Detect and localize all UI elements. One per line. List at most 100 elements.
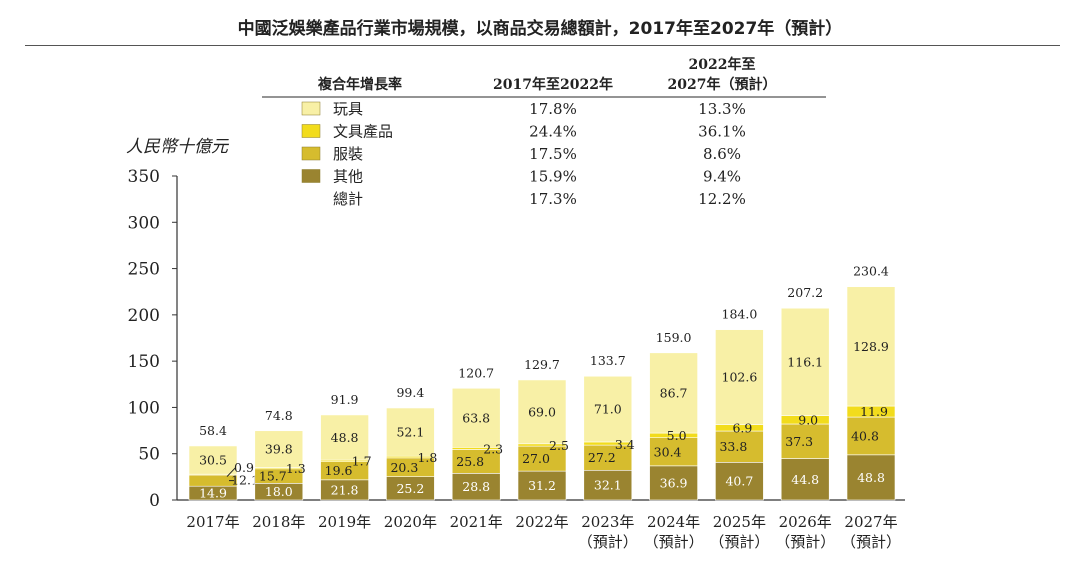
x-tick-label: （預計） [841, 533, 901, 551]
data-label: 2.5 [549, 438, 569, 453]
cagr-value-2017-2022: 17.3% [529, 190, 577, 208]
data-label: 44.8 [791, 472, 819, 487]
bar-segment [846, 416, 896, 456]
bar-segment [517, 379, 567, 445]
data-label: 25.8 [456, 454, 484, 469]
x-tick-label: （預計） [709, 533, 769, 551]
data-label: 27.2 [588, 450, 616, 465]
cagr-value-2022-2027: 36.1% [698, 123, 746, 141]
leader-line [226, 467, 236, 477]
data-label: 128.9 [853, 339, 889, 354]
y-tick-label: 50 [138, 445, 160, 465]
bar-segment [188, 445, 238, 475]
bar-segment [254, 430, 304, 468]
y-axis-title: 人民幣十億元 [126, 137, 230, 157]
bar-segment [649, 352, 698, 434]
total-label: 184.0 [722, 307, 758, 322]
total-label: 74.8 [265, 408, 293, 423]
data-label: 36.9 [660, 475, 688, 490]
data-label: 39.8 [265, 442, 293, 457]
cagr-value-2022-2027: 9.4% [703, 168, 741, 186]
data-label: 48.8 [331, 430, 359, 445]
cagr-value-2017-2022: 15.9% [529, 168, 577, 186]
data-label: 48.8 [857, 470, 885, 485]
data-label: 40.7 [725, 474, 753, 489]
legend-label: 玩具 [333, 100, 363, 118]
x-tick-label: （預計） [578, 533, 638, 551]
data-label: 14.9 [199, 486, 227, 501]
data-label: 37.3 [785, 434, 813, 449]
data-label: 11.9 [860, 404, 888, 419]
cagr-value-2022-2027: 13.3% [698, 100, 746, 118]
data-label: 33.8 [719, 439, 747, 454]
x-tick-label: 2017年 [186, 513, 239, 531]
total-label: 159.0 [656, 330, 692, 345]
legend-swatch [301, 124, 321, 138]
bar-segment [583, 375, 633, 443]
x-tick-label: 2019年 [318, 513, 371, 531]
legend-swatch [301, 146, 321, 161]
data-label: 0.9 [234, 460, 254, 475]
cagr-header-col1: 2017年至2022年 [493, 76, 613, 93]
bar-segment [386, 407, 435, 457]
cagr-value-2022-2027: 12.2% [698, 190, 746, 208]
legend-label: 服裝 [333, 145, 363, 163]
total-label: 91.9 [331, 392, 359, 407]
cagr-table: 複合年增長率 2017年至2022年 2022年至 2027年（預計） 玩具 17… [262, 56, 826, 208]
data-label: 40.8 [851, 428, 879, 443]
data-label: 15.7 [259, 469, 287, 484]
bar-segment [846, 286, 896, 407]
data-label: 1.3 [286, 461, 306, 476]
x-tick-label: 2018年 [252, 513, 305, 531]
cagr-value-2017-2022: 24.4% [529, 123, 577, 141]
bar-segment [649, 437, 698, 467]
bar-segment [517, 470, 567, 501]
bar-segment [715, 430, 764, 463]
y-tick-label: 200 [128, 306, 160, 326]
data-label: 6.9 [732, 420, 752, 435]
data-label: 21.8 [331, 482, 359, 497]
legend-label: 其他 [333, 168, 363, 186]
y-tick-label: 0 [149, 491, 160, 511]
cagr-header-col2-line1: 2022年至 [689, 56, 756, 73]
data-label: 2.3 [483, 441, 503, 456]
data-label: 1.7 [352, 454, 372, 469]
cagr-header-label: 複合年增長率 [317, 76, 402, 93]
data-label: 9.0 [798, 412, 818, 427]
data-label: 30.5 [199, 453, 227, 468]
x-tick-label: 2027年 [844, 513, 897, 531]
data-label: 102.6 [722, 370, 758, 385]
cagr-value-2022-2027: 8.6% [703, 145, 741, 163]
total-label: 99.4 [396, 385, 424, 400]
cagr-header-col2-line2: 2027年（預計） [668, 76, 777, 93]
chart-title: 中國泛娛樂產品行業市場規模，以商品交易總額計，2017年至2027年（預計） [237, 19, 843, 39]
bar-segment [780, 458, 830, 501]
bar-segment [451, 473, 501, 501]
data-label: 18.0 [265, 484, 293, 499]
y-tick-label: 350 [128, 167, 160, 187]
data-label: 3.4 [615, 437, 635, 452]
bar-segment [780, 307, 830, 416]
data-label: 32.1 [594, 478, 622, 493]
x-tick-label: 2026年 [779, 513, 832, 531]
data-label: 25.2 [396, 481, 424, 496]
bar-segment [583, 469, 633, 501]
y-tick-label: 100 [128, 398, 160, 418]
x-tick-label: 2025年 [713, 513, 766, 531]
total-label: 133.7 [590, 353, 626, 368]
legend-label: 文具產品 [333, 123, 393, 141]
x-tick-label: 2024年 [647, 513, 700, 531]
x-tick-label: 2023年 [581, 513, 634, 531]
data-label: 27.0 [522, 451, 550, 466]
bar-segment [517, 445, 567, 472]
total-label: 230.4 [853, 264, 889, 279]
data-label: 86.7 [660, 385, 688, 400]
title-rule [25, 45, 1060, 46]
cagr-value-2017-2022: 17.5% [529, 145, 577, 163]
total-label: 129.7 [524, 357, 560, 372]
bar-segment [451, 387, 501, 448]
data-label: 116.1 [787, 354, 823, 369]
y-tick-label: 300 [128, 213, 160, 233]
bar-segment [583, 444, 633, 471]
